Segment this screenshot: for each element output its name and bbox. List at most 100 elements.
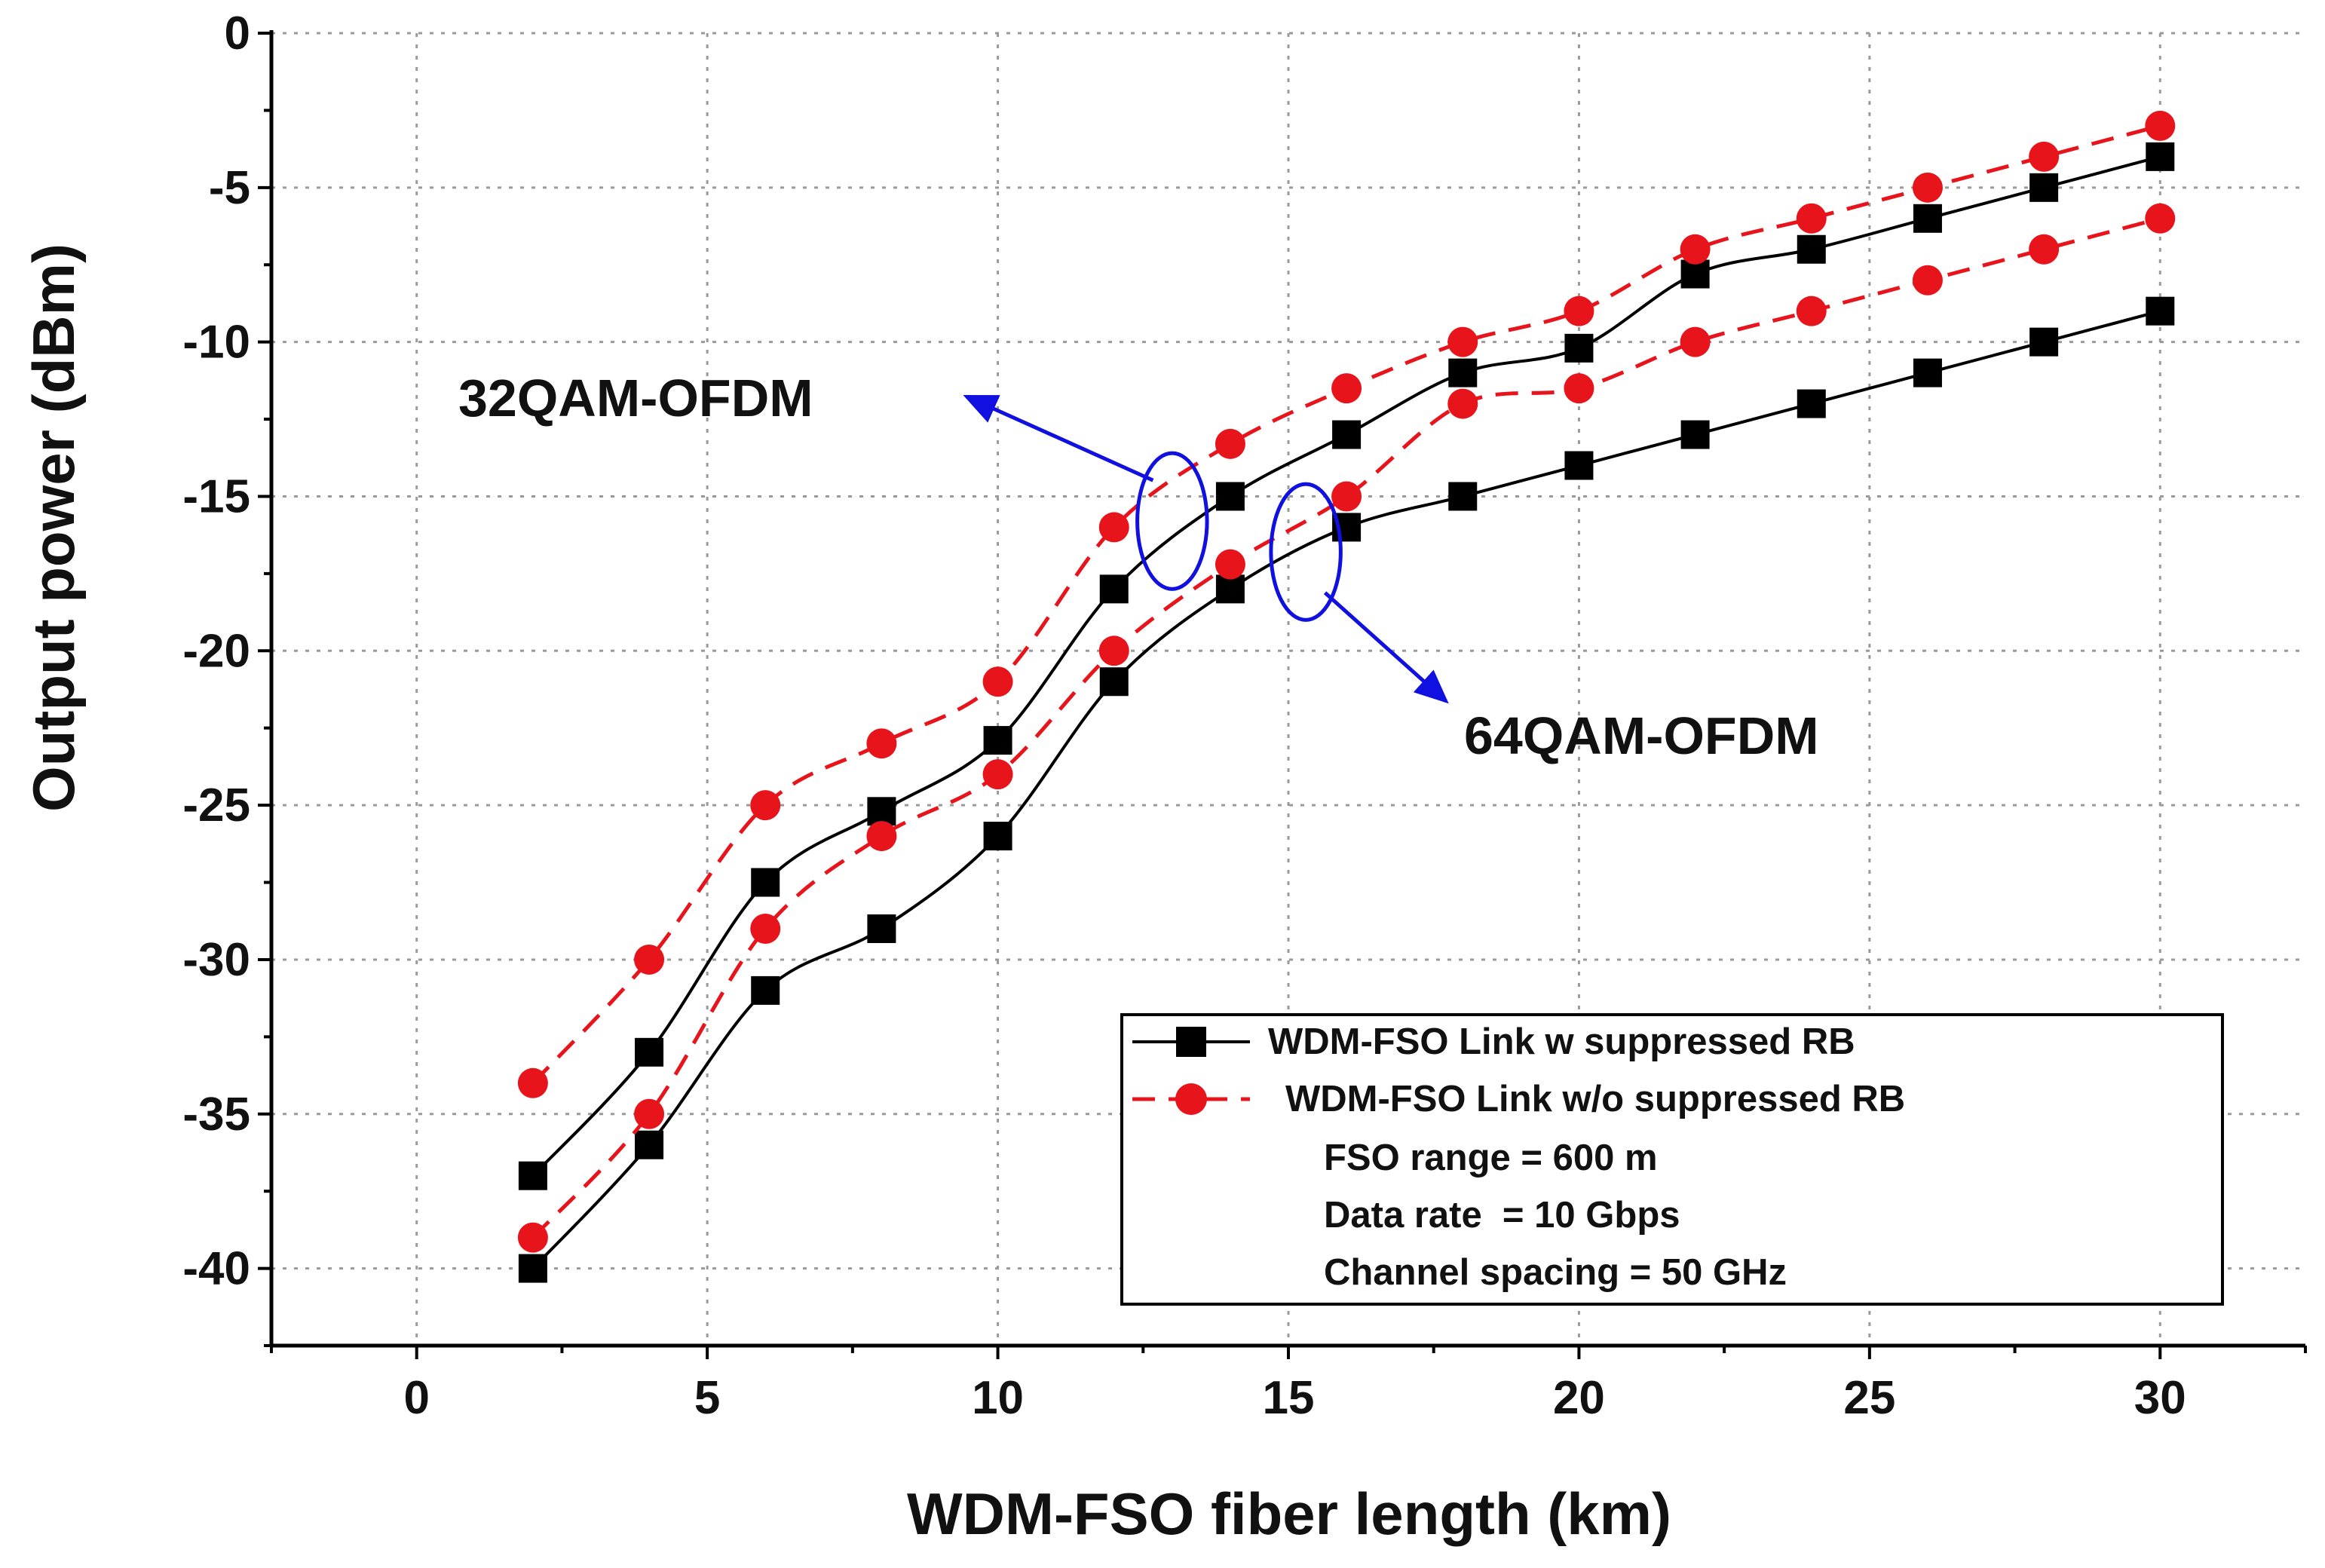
y-tick-label: -35 [182,1089,250,1141]
data-point-circle [982,666,1013,697]
data-point-circle [634,944,665,975]
data-point-square [867,797,896,826]
data-point-square [751,975,780,1005]
data-point-square [2029,173,2059,202]
data-point-circle [1564,373,1594,404]
annotation-ellipse [1269,482,1343,622]
data-point-square [1564,451,1594,480]
data-point-square [1448,482,1478,511]
annotation-ellipse [1135,451,1209,591]
data-point-square [867,914,896,943]
data-point-circle [1912,265,1943,296]
data-point-square [1564,333,1594,363]
legend-circle-marker [1175,1083,1207,1115]
data-point-circle [2029,141,2060,172]
data-point-square [983,822,1012,851]
series-line [531,216,2161,1239]
data-point-square [1215,574,1245,604]
legend-square-marker [1176,1027,1206,1057]
data-point-square [1448,358,1478,387]
data-point-circle [1912,172,1943,203]
data-point-square [1797,234,1826,264]
data-point-circle [1796,296,1827,326]
legend-note-fso-range: FSO range = 600 m [1324,1138,1658,1178]
data-point-circle [2145,110,2176,141]
data-point-square [518,1254,547,1283]
y-tick-label: -20 [182,625,250,677]
series-dashed-32qam-ofdm [517,110,2176,1098]
data-point-square [635,1037,664,1067]
data-point-circle [1098,512,1129,543]
y-tick-label: -25 [182,779,250,831]
data-point-square [2146,296,2175,326]
data-point-circle [866,821,897,852]
data-point-circle [750,913,781,944]
data-point-square [1215,482,1245,511]
data-point-square [2029,327,2059,357]
legend-entry-solid: WDM-FSO Link w suppressed RB [1268,1021,1855,1062]
data-point-circle [1564,296,1594,326]
legend: WDM-FSO Link w suppressed RB WDM-FSO Lin… [1120,1013,2224,1306]
legend-entry-dashed: WDM-FSO Link w/o suppressed RB [1285,1079,1905,1119]
data-point-circle [1680,326,1711,357]
y-axis-title: Output power (dBm) [20,243,87,812]
x-tick-label: 10 [972,1372,1024,1424]
data-point-square [1680,420,1710,449]
legend-note-channel-spacing: Channel spacing = 50 GHz [1324,1252,1787,1293]
x-tick-label: 0 [403,1372,429,1424]
data-point-circle [750,790,781,821]
data-point-circle [2145,203,2176,234]
data-point-circle [517,1067,548,1098]
annotation-label: 64QAM-OFDM [1464,706,1819,765]
x-axis-title: WDM-FSO fiber length (km) [907,1481,1671,1547]
data-point-circle [1331,481,1362,512]
data-point-circle [634,1098,665,1129]
data-point-circle [1215,428,1245,459]
legend-markers [1132,1027,1250,1115]
data-point-square [1332,420,1362,449]
legend-box [1120,1013,2224,1306]
data-point-circle [1331,373,1362,404]
data-point-square [2146,142,2175,171]
annotations: 32QAM-OFDM 64QAM-OFDM [458,369,1819,765]
legend-note-data-rate: Data rate = 10 Gbps [1324,1195,1680,1236]
axes: 0 5 10 15 20 25 30 0 -5 -10 -15 -20 -25 -30 -35 -40 [182,8,2307,1424]
data-point-circle [1680,234,1711,265]
annotation-arrow [1323,591,1449,704]
data-point-square [1913,358,1942,387]
y-tick-label: 0 [225,8,250,60]
data-point-circle [2029,234,2060,265]
y-tick-label: -5 [209,162,250,214]
annotation-label: 32QAM-OFDM [458,369,813,427]
series-dashed-64qam-ofdm [517,203,2176,1253]
data-point-square [635,1130,664,1159]
data-point-circle [982,759,1013,790]
x-tick-label: 30 [2134,1372,2186,1424]
y-tick-label: -10 [182,317,250,369]
y-tick-label: -30 [182,934,250,986]
data-point-square [1797,389,1826,418]
data-point-square [1099,667,1129,697]
y-tick-label: -15 [182,470,250,522]
data-point-circle [1215,549,1245,580]
x-tick-label: 25 [1843,1372,1895,1424]
data-point-square [518,1161,547,1190]
x-tick-label: 15 [1263,1372,1315,1424]
data-point-square [983,726,1012,755]
data-point-square [751,868,780,897]
data-point-circle [866,728,897,759]
data-point-circle [517,1222,548,1253]
x-tick-label: 5 [694,1372,720,1424]
data-point-square [1099,574,1129,604]
data-point-square [1913,204,1942,233]
x-tick-label: 20 [1553,1372,1605,1424]
data-point-circle [1447,326,1478,357]
data-point-square [1680,259,1710,289]
data-point-circle [1447,388,1478,419]
annotation-arrow [963,394,1154,482]
y-tick-label: -40 [182,1243,250,1295]
series-solid-32qam-ofdm [518,142,2175,1190]
series-layer [517,110,2176,1283]
